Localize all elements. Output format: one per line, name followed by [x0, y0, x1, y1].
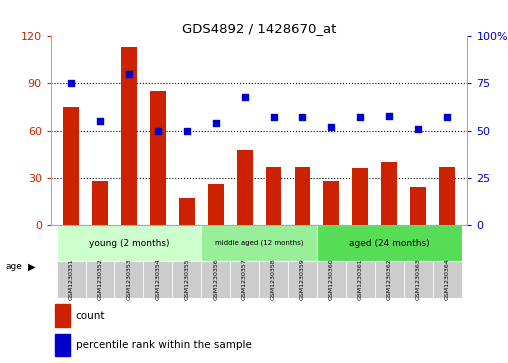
Point	[125, 71, 133, 77]
Text: GSM1230358: GSM1230358	[271, 259, 276, 300]
Bar	[150, 91, 166, 225]
Text: GSM1230363: GSM1230363	[416, 258, 421, 301]
Text: GSM1230356: GSM1230356	[213, 259, 218, 300]
Text: GSM1230355: GSM1230355	[184, 259, 189, 300]
Text: GSM1230364: GSM1230364	[444, 258, 450, 301]
Bar	[410, 187, 426, 225]
Bar	[114, 261, 143, 298]
Bar	[92, 181, 108, 225]
Bar	[375, 261, 404, 298]
Text: GSM1230361: GSM1230361	[358, 259, 363, 300]
Title: GDS4892 / 1428670_at: GDS4892 / 1428670_at	[182, 22, 336, 35]
Bar	[63, 107, 79, 225]
Point	[154, 128, 162, 134]
Bar	[55, 334, 70, 356]
Bar	[179, 198, 195, 225]
Bar	[288, 261, 317, 298]
Bar	[55, 304, 70, 327]
Text: GSM1230354: GSM1230354	[155, 258, 161, 301]
Text: GSM1230352: GSM1230352	[98, 258, 103, 301]
Text: GSM1230353: GSM1230353	[126, 258, 132, 301]
Text: GSM1230362: GSM1230362	[387, 258, 392, 301]
Point	[327, 124, 335, 130]
Bar	[317, 225, 462, 261]
Bar	[56, 225, 201, 261]
Bar	[266, 167, 281, 225]
Bar	[208, 184, 224, 225]
Text: GSM1230357: GSM1230357	[242, 258, 247, 301]
Text: GSM1230360: GSM1230360	[329, 259, 334, 300]
Bar	[85, 261, 114, 298]
Text: young (2 months): young (2 months)	[89, 239, 169, 248]
Point	[443, 115, 451, 121]
Text: percentile rank within the sample: percentile rank within the sample	[76, 340, 251, 350]
Bar	[439, 167, 455, 225]
Text: aged (24 months): aged (24 months)	[349, 239, 430, 248]
Point	[183, 128, 191, 134]
Text: middle aged (12 months): middle aged (12 months)	[215, 240, 303, 246]
Text: ▶: ▶	[28, 262, 36, 272]
Point	[212, 120, 220, 126]
Bar	[230, 261, 259, 298]
Bar	[201, 261, 230, 298]
Bar	[237, 150, 252, 225]
Point	[414, 126, 422, 132]
Point	[67, 81, 75, 86]
Bar	[201, 225, 317, 261]
Point	[96, 118, 104, 124]
Text: age: age	[5, 262, 22, 271]
Bar	[382, 162, 397, 225]
Point	[356, 115, 364, 121]
Text: GSM1230359: GSM1230359	[300, 258, 305, 301]
Text: GSM1230351: GSM1230351	[69, 259, 74, 300]
Text: count: count	[76, 311, 105, 321]
Bar	[259, 261, 288, 298]
Bar	[433, 261, 462, 298]
Point	[269, 115, 277, 121]
Bar	[317, 261, 346, 298]
Bar	[172, 261, 201, 298]
Bar	[324, 181, 339, 225]
Point	[385, 113, 393, 118]
Point	[241, 94, 249, 99]
Bar	[346, 261, 375, 298]
Bar	[56, 261, 85, 298]
Bar	[404, 261, 433, 298]
Point	[298, 115, 306, 121]
Bar	[143, 261, 172, 298]
Bar	[295, 167, 310, 225]
Bar	[121, 47, 137, 225]
Bar	[353, 168, 368, 225]
